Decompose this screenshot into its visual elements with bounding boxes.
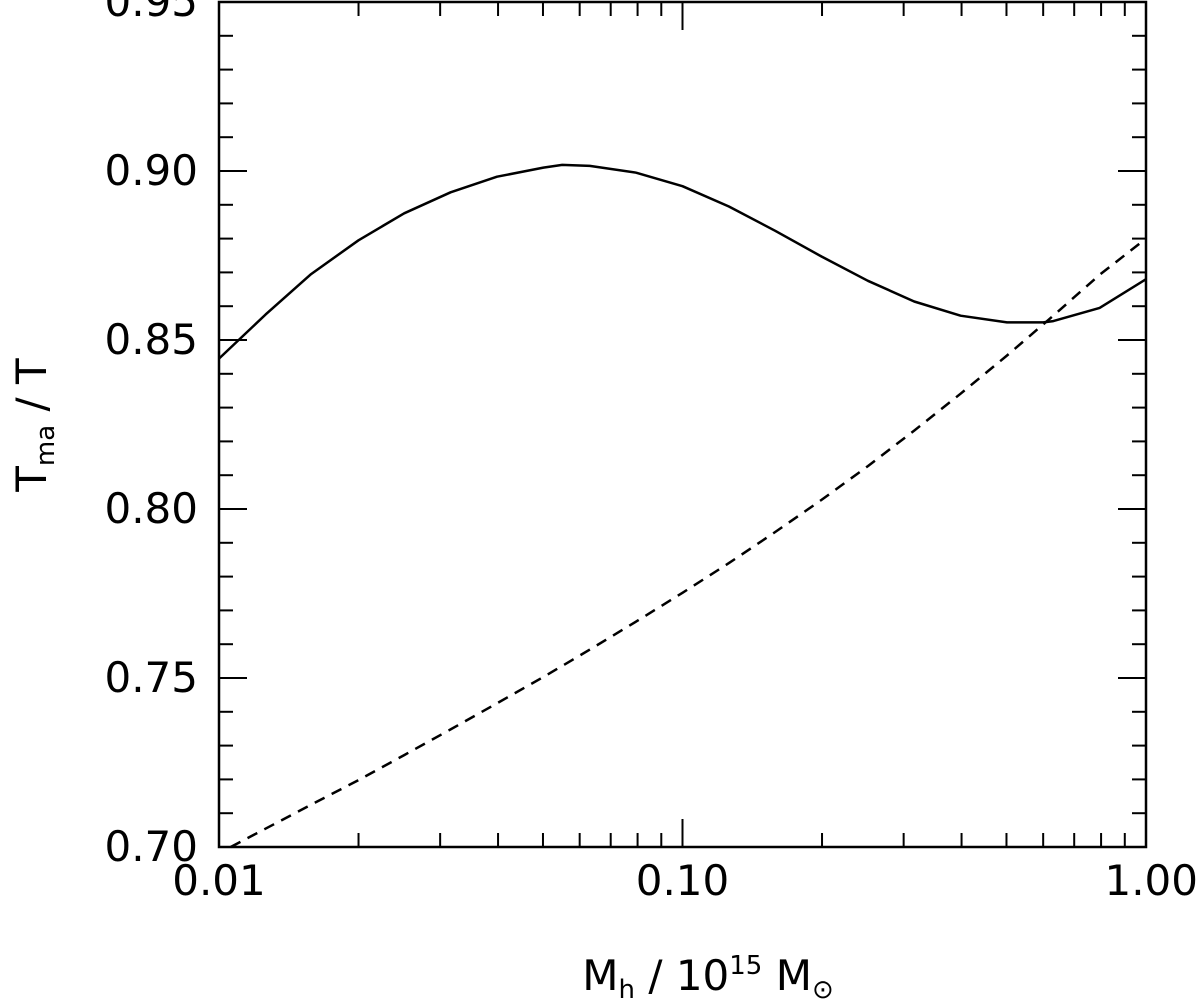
x-axis-title-sub: h (618, 975, 634, 1002)
y-tick-label: 0.95 (104, 0, 198, 26)
x-tick-label: 1.00 (1104, 856, 1198, 905)
y-tick-label: 0.90 (104, 146, 198, 195)
ticks (218, 1, 1147, 848)
y-axis-title-tail: / T (7, 358, 56, 425)
tick-labels: 0.70 0.75 0.80 0.85 0.90 0.95 0.01 0.10 1.00 (104, 0, 1198, 905)
y-tick-label: 0.80 (104, 484, 198, 533)
y-axis-title-main: T (7, 466, 56, 493)
x-axis-title-mid: / 10 (635, 951, 729, 1000)
y-axis-title-sub: ma (31, 425, 61, 466)
y-tick-label: 0.85 (104, 315, 198, 364)
plot-lines (218, 163, 1147, 849)
x-axis-title-sup: 15 (729, 951, 762, 981)
y-tick-label: 0.70 (104, 822, 198, 871)
x-axis-title-main: M (582, 951, 618, 1000)
series-line-solid (218, 163, 1147, 360)
plot-frame (217, 0, 1148, 849)
x-tick-label: 0.01 (172, 856, 266, 905)
x-axis-title-tail: M (762, 951, 812, 1000)
sun-symbol: ⊙ (812, 975, 834, 1002)
series-line-dashed (230, 237, 1147, 849)
x-tick-label: 0.10 (636, 856, 730, 905)
y-tick-label: 0.75 (104, 653, 198, 702)
x-axis-title: Mh / 1015 M⊙ (582, 951, 834, 1002)
y-axis-title: Tma / T (7, 358, 61, 493)
